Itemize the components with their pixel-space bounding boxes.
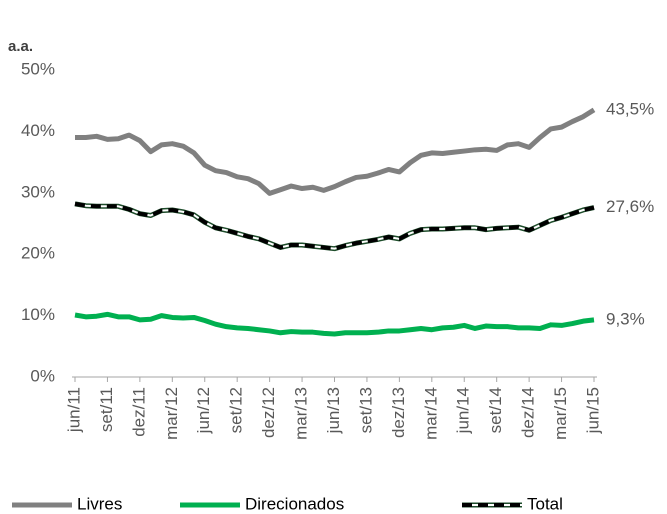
y-tick-label: 30% [21,182,55,201]
x-tick-label: set/12 [227,387,246,433]
x-tick-label: jun/15 [583,387,602,434]
legend-label: Total [527,494,563,513]
legend-label: Livres [77,494,122,513]
x-tick-label: set/14 [486,387,505,433]
legend-label: Direcionados [245,494,344,513]
y-tick-label: 20% [21,244,55,263]
data-label: 9,3% [606,309,645,328]
x-tick-label: set/13 [356,387,375,433]
series-line [74,201,595,251]
x-tick-label: mar/14 [421,387,440,440]
x-tick-label: dez/12 [259,387,278,438]
x-tick-label: jun/12 [194,387,213,434]
data-label: 43,5% [606,99,654,118]
series-line [75,107,596,196]
y-tick-label: 40% [21,121,55,140]
x-tick-label: set/11 [97,387,116,432]
x-tick-label: dez/13 [389,387,408,438]
x-tick-label: jun/13 [324,387,343,434]
y-axis-unit: a.a. [8,38,33,55]
y-tick-label: 0% [30,366,55,385]
x-tick-label: mar/12 [162,387,181,440]
x-tick-label: dez/14 [519,387,538,438]
x-tick-label: dez/11 [129,387,148,437]
x-tick-label: jun/11 [64,387,83,433]
x-tick-label: mar/13 [292,387,311,440]
data-label: 27,6% [606,197,654,216]
x-tick-label: jun/14 [454,387,473,434]
x-tick-label: mar/15 [551,387,570,440]
series-line [74,311,595,337]
y-tick-label: 10% [21,305,55,324]
y-tick-label: 50% [21,59,55,78]
